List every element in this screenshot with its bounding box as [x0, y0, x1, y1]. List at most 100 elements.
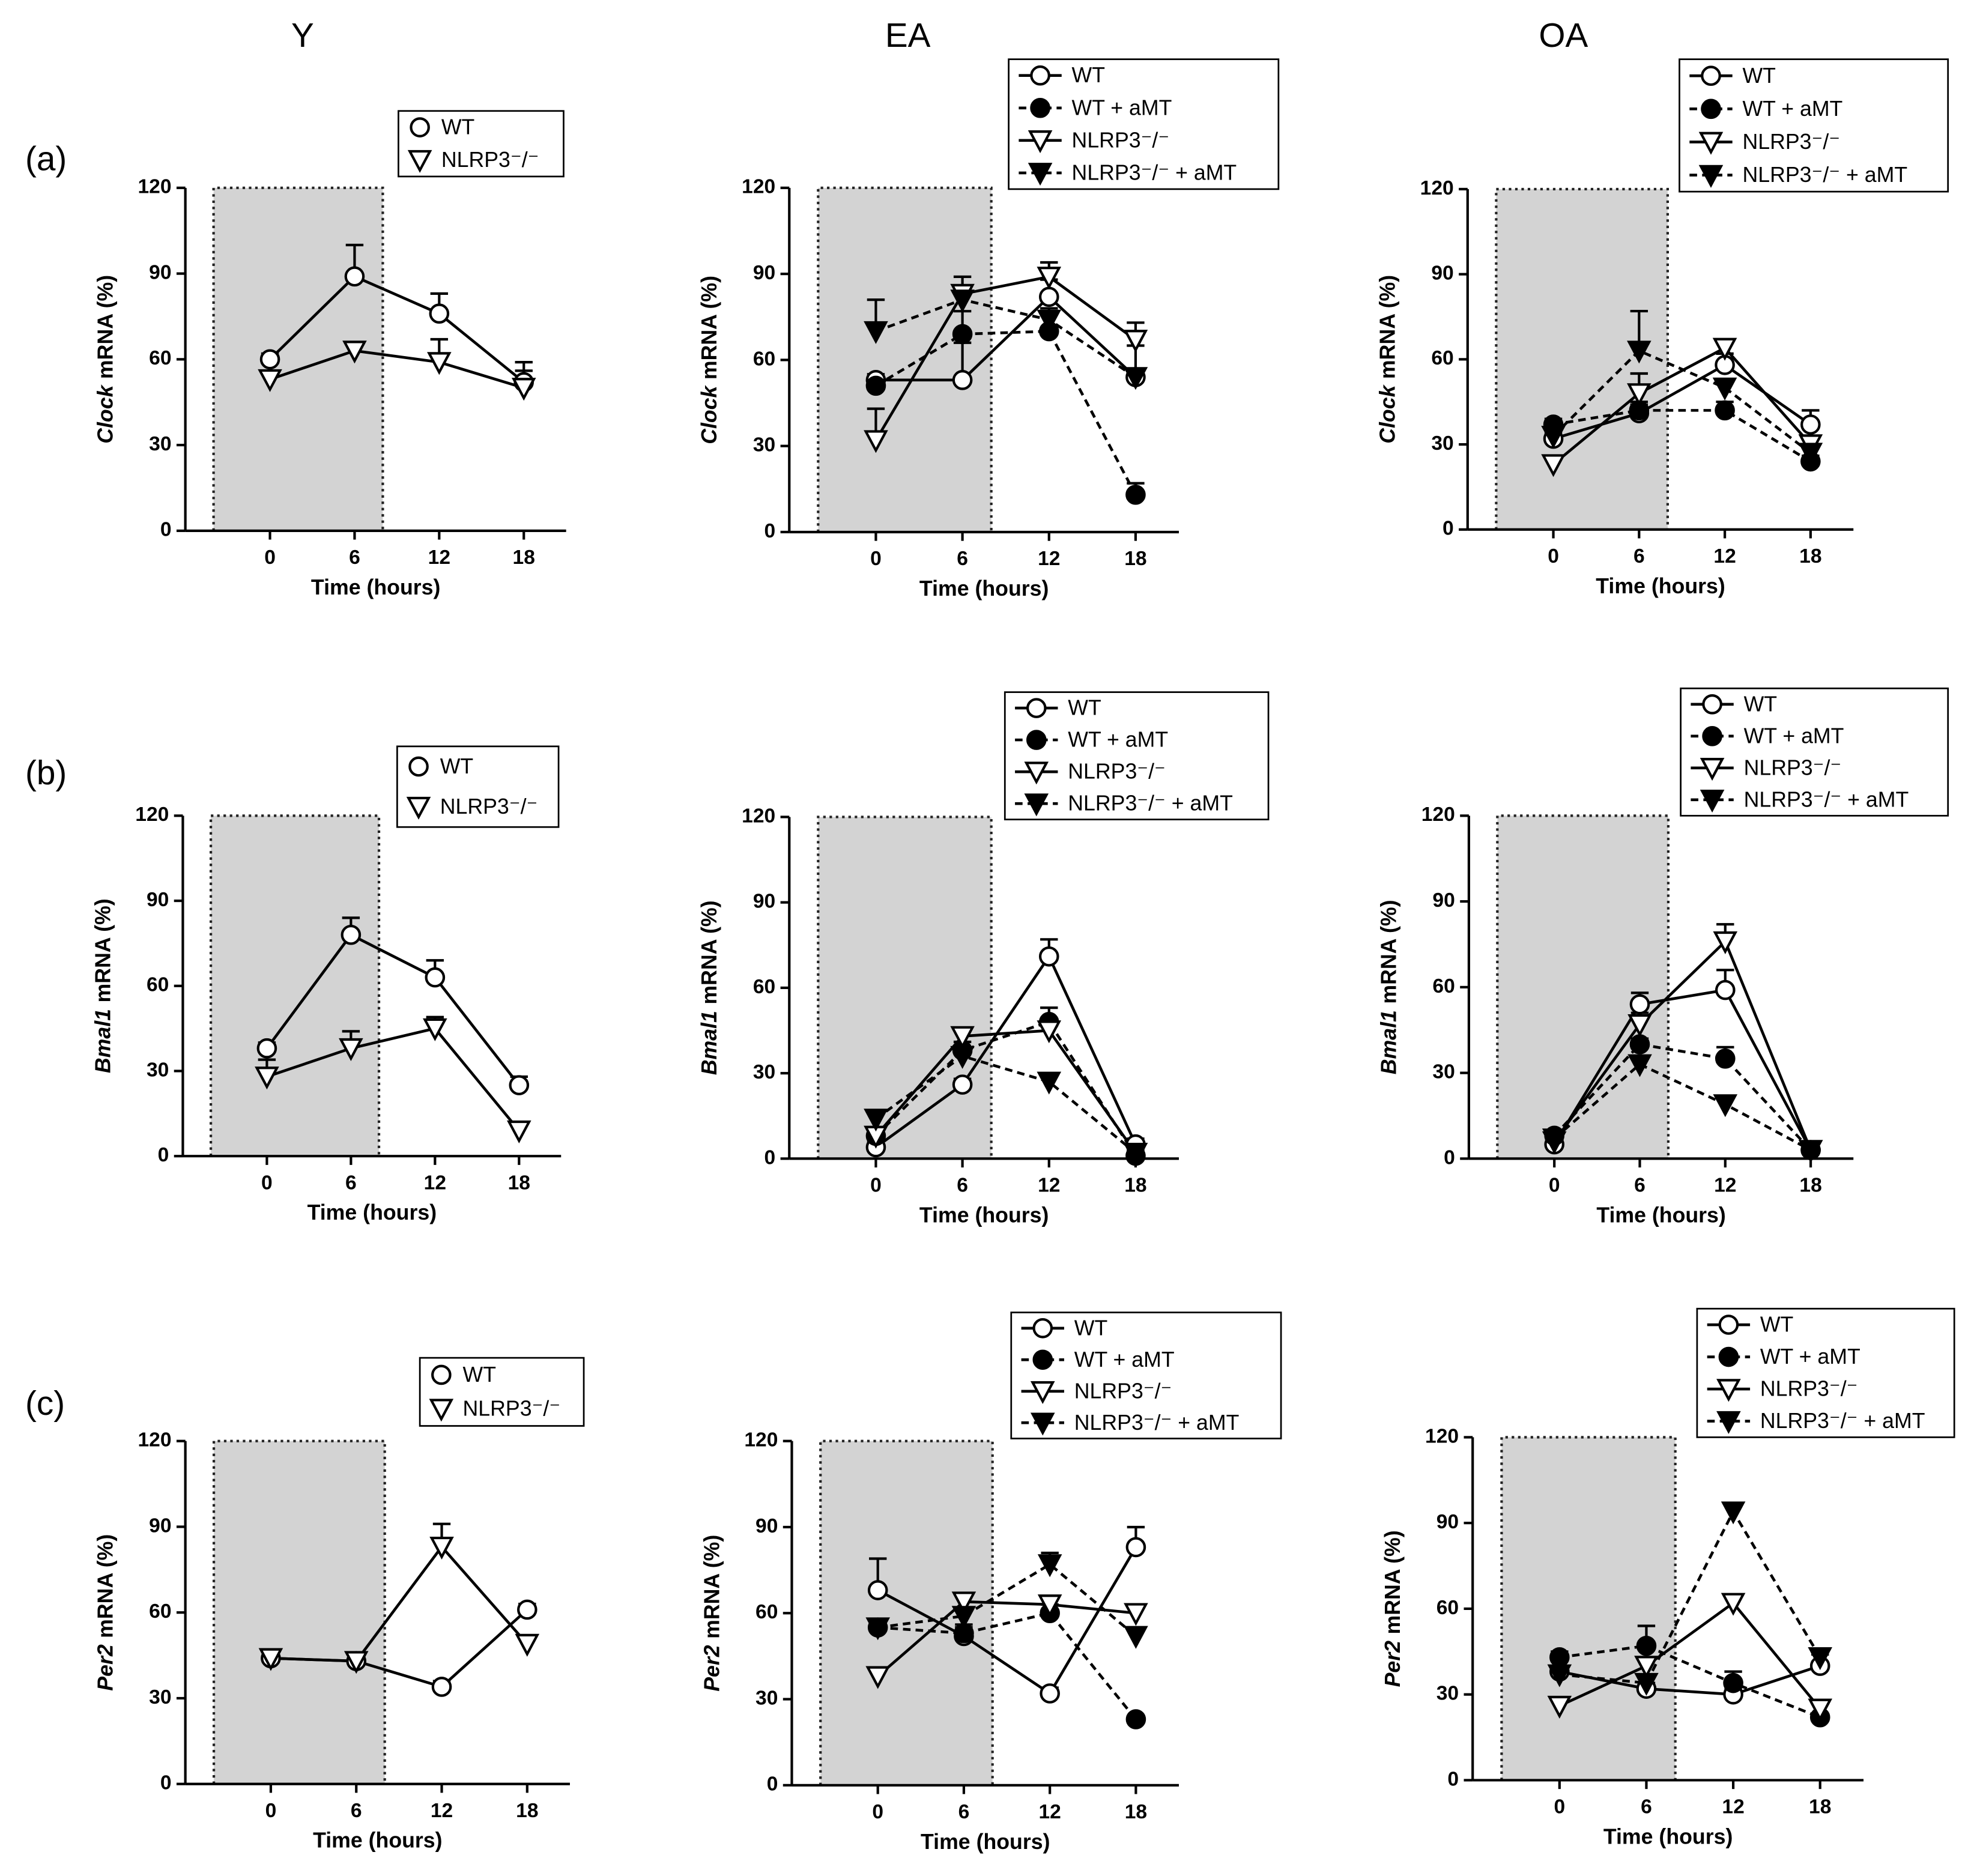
- legend-marker: [1718, 1315, 1739, 1335]
- y-axis-label-gene: Clock: [94, 384, 118, 443]
- dark-period: [818, 187, 992, 532]
- x-tick-label: 18: [508, 1172, 530, 1194]
- dark-period-border: [817, 186, 993, 532]
- x-tick-label: 0: [1549, 1174, 1560, 1196]
- dark-period: [213, 187, 383, 531]
- dark-period: [211, 815, 380, 1157]
- column-title: Y: [291, 17, 314, 55]
- data-point: [1123, 1143, 1148, 1166]
- y-axis-label-gene: Per2: [700, 1645, 724, 1692]
- legend-marker: [1030, 1412, 1055, 1436]
- series-line: [1553, 1042, 1812, 1151]
- y-axis-label-unit: mRNA (%): [91, 898, 115, 1002]
- series-line: [875, 298, 1137, 378]
- dark-period-border: [209, 814, 381, 1157]
- dark-period: [214, 1441, 385, 1784]
- legend-marker: [1701, 98, 1721, 120]
- x-tick-label: 12: [431, 1800, 453, 1822]
- data-point: [1037, 1071, 1062, 1095]
- data-point: [1712, 377, 1737, 401]
- data-point: [1715, 979, 1736, 1000]
- series-line: [877, 1546, 1137, 1696]
- y-tick-label: 0: [764, 520, 776, 542]
- x-tick-label: 0: [870, 548, 882, 570]
- legend-label: WT + aMT: [1072, 95, 1172, 120]
- y-axis-label-unit: mRNA (%): [1376, 275, 1400, 379]
- y-axis-label-unit: mRNA (%): [698, 901, 722, 1005]
- x-tick-label: 12: [1714, 1174, 1736, 1196]
- legend-marker: [1026, 698, 1047, 718]
- series-line: [1553, 988, 1812, 1151]
- x-axis-label: Time (hours): [313, 1829, 442, 1853]
- dark-period: [1501, 1437, 1676, 1781]
- data-point: [1038, 946, 1059, 967]
- y-tick-label: 0: [158, 1144, 169, 1166]
- data-point: [951, 1591, 976, 1615]
- y-axis-label-unit: mRNA (%): [94, 1534, 118, 1638]
- series-line: [1552, 349, 1812, 455]
- data-point: [1798, 1140, 1823, 1163]
- legend-box: [1696, 1307, 1955, 1438]
- data-point: [1037, 309, 1062, 333]
- data-point: [511, 378, 536, 401]
- data-point: [259, 349, 280, 370]
- y-tick-label: 90: [1437, 1511, 1459, 1533]
- legend-label: WT + aMT: [1742, 97, 1842, 121]
- x-axis-label: Time (hours): [1596, 574, 1725, 598]
- legend-label: NLRP3⁻/⁻ + aMT: [1742, 163, 1907, 187]
- x-tick-label: 0: [1554, 1796, 1565, 1818]
- data-point: [951, 1606, 976, 1629]
- legend-label: WT + aMT: [1760, 1345, 1860, 1369]
- data-point: [1721, 1593, 1746, 1616]
- x-tick-label: 12: [1038, 1801, 1061, 1823]
- series-line: [877, 1563, 1137, 1638]
- series-line: [1559, 1664, 1821, 1696]
- x-axis-label: Time (hours): [1603, 1824, 1733, 1848]
- data-point: [1547, 1695, 1572, 1719]
- y-tick-label: 90: [753, 262, 775, 284]
- series-line: [875, 1054, 1137, 1154]
- x-tick-label: 18: [1809, 1796, 1831, 1818]
- y-tick-label: 60: [147, 974, 169, 996]
- data-point: [1037, 267, 1062, 290]
- legend-marker: [1030, 97, 1050, 118]
- y-axis-label-unit: mRNA (%): [94, 275, 118, 379]
- y-axis-label-gene: Clock: [1376, 384, 1400, 443]
- data-point: [517, 1599, 537, 1620]
- y-tick-label: 0: [160, 519, 172, 541]
- y-axis-label: Clock mRNA (%): [94, 275, 118, 444]
- x-axis-label: Time (hours): [921, 1830, 1050, 1854]
- y-axis-label-gene: Bmal1: [1377, 1010, 1401, 1074]
- y-axis-label: Per2 mRNA (%): [700, 1535, 724, 1692]
- data-point: [509, 1075, 530, 1095]
- data-point: [952, 370, 973, 390]
- legend-label: NLRP3⁻/⁻ + aMT: [1744, 787, 1909, 811]
- data-point: [429, 1536, 454, 1560]
- legend-marker: [1698, 132, 1724, 155]
- data-point: [1037, 1594, 1062, 1618]
- series-line: [877, 1600, 1136, 1678]
- data-point: [258, 1648, 283, 1671]
- series-line: [266, 1027, 521, 1132]
- data-point: [1634, 1656, 1659, 1679]
- y-tick-label: 0: [1447, 1768, 1459, 1790]
- legend-box: [1010, 1312, 1282, 1439]
- y-tick-label: 90: [1431, 262, 1453, 285]
- legend-label: NLRP3⁻/⁻: [463, 1397, 561, 1421]
- y-tick-label: 30: [1437, 1683, 1459, 1705]
- y-axis-label: Bmal1 mRNA (%): [91, 898, 115, 1073]
- legend-label: NLRP3⁻/⁻: [441, 148, 539, 172]
- y-tick-label: 120: [1420, 177, 1454, 199]
- y-tick-label: 60: [753, 348, 775, 370]
- y-tick-label: 60: [149, 1600, 171, 1623]
- y-tick-label: 90: [1432, 889, 1455, 912]
- legend-marker: [1032, 1349, 1053, 1370]
- panel-label: (b): [25, 754, 67, 792]
- y-tick-label: 0: [764, 1146, 776, 1169]
- series-line: [875, 954, 1137, 1149]
- legend-marker: [1028, 130, 1053, 154]
- data-point: [950, 289, 975, 313]
- data-point: [1124, 1626, 1148, 1649]
- x-tick-label: 0: [264, 546, 276, 569]
- y-tick-label: 120: [135, 803, 169, 826]
